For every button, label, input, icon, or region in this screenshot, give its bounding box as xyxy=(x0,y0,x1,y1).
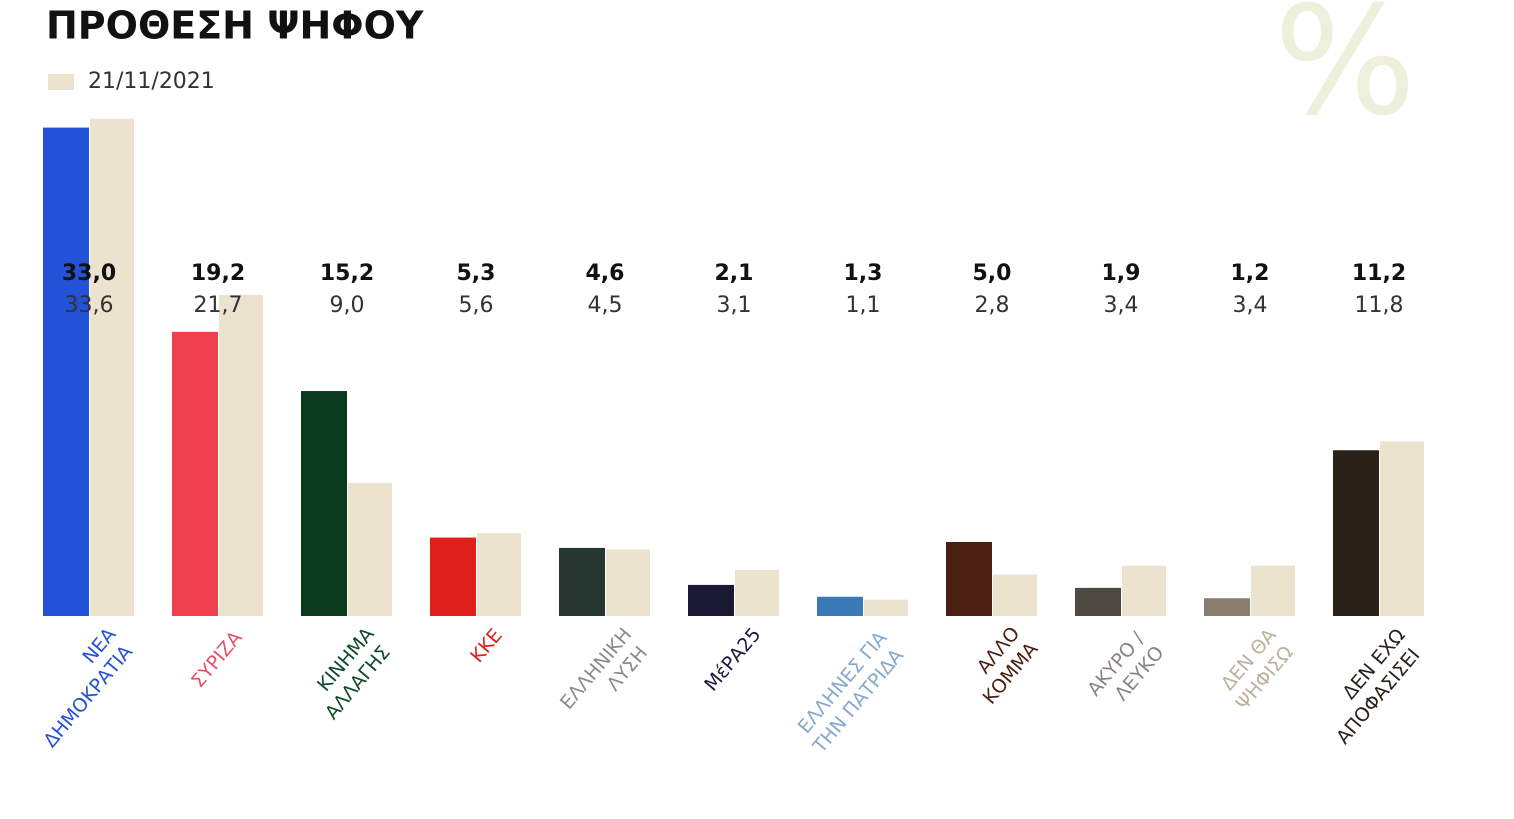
value-label-previous: 4,5 xyxy=(588,293,623,318)
bar-previous xyxy=(90,118,134,616)
bar-current xyxy=(946,542,992,616)
category-label: ΣΥΡΙΖΑ xyxy=(187,627,247,692)
bar-previous xyxy=(1251,565,1295,616)
value-label-previous: 3,1 xyxy=(717,293,752,318)
category-label: ΝΕΑΔΗΜΟΚΡΑΤΙΑ xyxy=(21,623,139,751)
category-label: ΜέΡΑ25 xyxy=(700,623,765,695)
bar-previous xyxy=(1122,565,1166,616)
value-label-current: 1,2 xyxy=(1231,261,1270,286)
value-label-previous: 2,8 xyxy=(975,293,1010,318)
chart-title: ΠΡΟΘΕΣΗ ΨΗΦΟΥ xyxy=(46,4,424,48)
bar-current xyxy=(430,537,476,616)
category-label: ΚΙΝΗΜΑΑΛΛΑΓΗΣ xyxy=(302,623,397,723)
category-label: ΕΛΛΗΝΙΚΗΛΥΣΗ xyxy=(556,624,655,729)
value-label-previous: 1,1 xyxy=(846,293,881,318)
value-label-current: 4,6 xyxy=(586,261,625,286)
value-label-current: 2,1 xyxy=(715,261,754,286)
category-label: ΔΕΝ ΕΧΩΑΠΟΦΑΣΙΣΕΙ xyxy=(1313,624,1427,748)
value-label-previous: 5,6 xyxy=(459,293,494,318)
value-label-current: 11,2 xyxy=(1352,261,1406,286)
value-label-current: 1,3 xyxy=(844,261,883,286)
value-label-previous: 11,8 xyxy=(1355,293,1404,318)
bar-current xyxy=(688,584,734,616)
bar-previous xyxy=(477,533,521,616)
legend-label: 21/11/2021 xyxy=(88,69,215,94)
value-label-current: 33,0 xyxy=(62,261,116,286)
category-label: ΑΚΥΡΟ /ΛΕΥΚΟ xyxy=(1083,626,1168,715)
category-label: ΕΛΛΗΝΕΣ ΓΙΑΤΗΝ ΠΑΤΡΙΔΑ xyxy=(789,627,909,758)
bar-current xyxy=(559,547,605,616)
unit-watermark: % xyxy=(1274,0,1417,149)
bar-previous xyxy=(993,574,1037,616)
value-label-previous: 3,4 xyxy=(1233,293,1268,318)
value-label-current: 5,3 xyxy=(457,261,496,286)
bar-previous xyxy=(735,570,779,616)
bar-previous xyxy=(219,294,263,616)
bar-current xyxy=(1333,450,1379,616)
bar-current xyxy=(301,391,347,616)
value-label-previous: 9,0 xyxy=(330,293,365,318)
bar-current xyxy=(817,596,863,616)
bar-current xyxy=(1075,587,1121,616)
category-label: ΚΚΕ xyxy=(466,624,507,666)
legend-swatch xyxy=(48,74,74,90)
bar-previous xyxy=(864,599,908,616)
bar-current xyxy=(43,127,89,616)
category-label: ΑΛΛΟΚΟΜΜΑ xyxy=(960,622,1043,708)
bar-previous xyxy=(606,549,650,616)
bar-current xyxy=(1204,598,1250,616)
value-label-previous: 21,7 xyxy=(194,293,243,318)
value-label-previous: 3,4 xyxy=(1104,293,1139,318)
bar-current xyxy=(172,331,218,616)
value-label-current: 15,2 xyxy=(320,261,374,286)
bar-previous xyxy=(348,482,392,616)
value-label-previous: 33,6 xyxy=(65,293,114,318)
value-label-current: 19,2 xyxy=(191,261,245,286)
value-label-current: 1,9 xyxy=(1102,261,1141,286)
value-label-current: 5,0 xyxy=(973,261,1012,286)
category-label: ΔΕΝ ΘΑΨΗΦΙΣΩ xyxy=(1213,624,1299,714)
bar-previous xyxy=(1380,441,1424,616)
